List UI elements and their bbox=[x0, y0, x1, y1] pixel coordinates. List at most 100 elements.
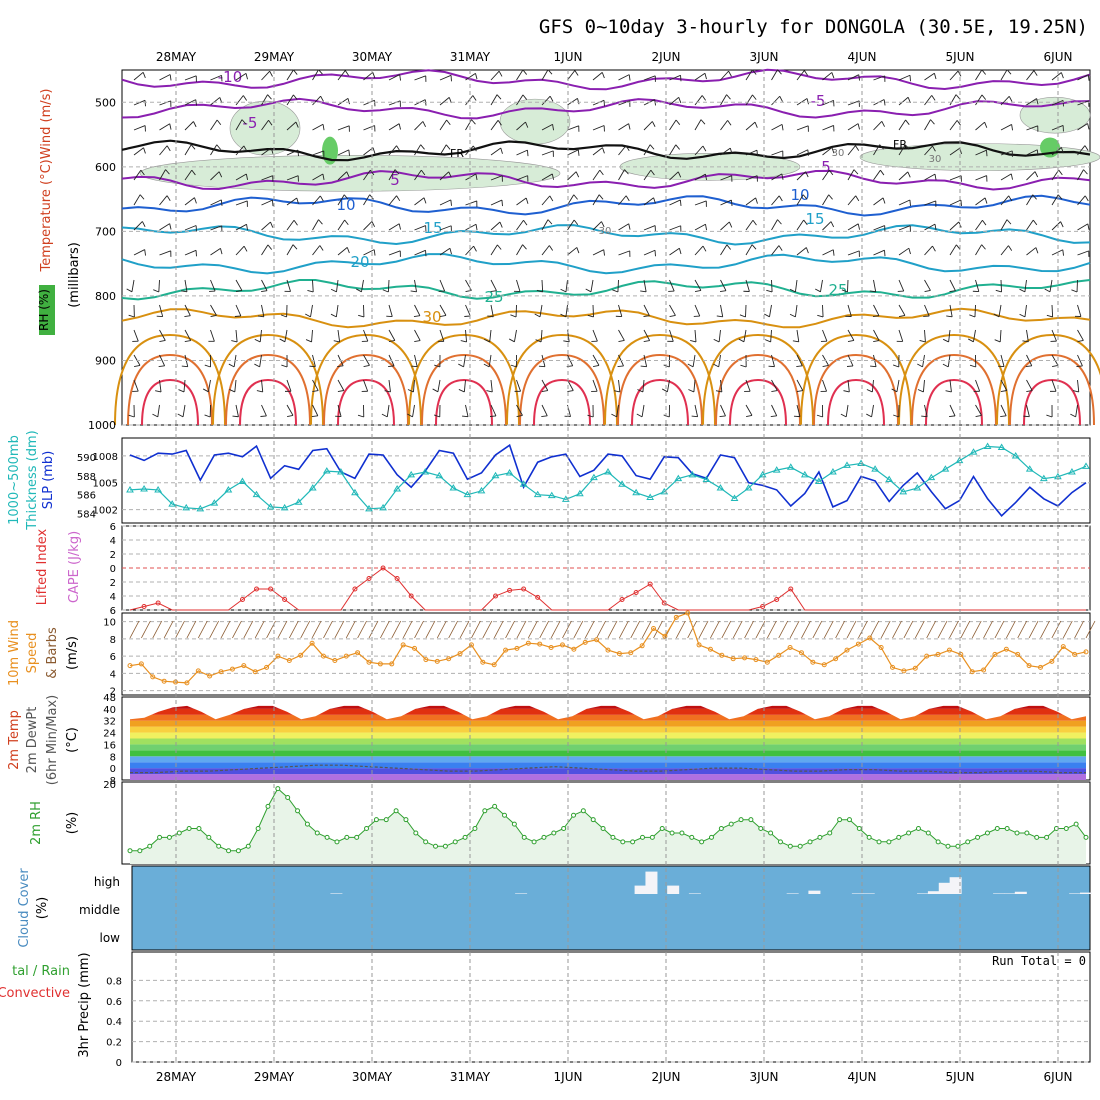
wind-barb bbox=[210, 119, 218, 131]
wind-barb bbox=[261, 404, 267, 417]
wind-barb bbox=[159, 329, 166, 341]
wind10-marker bbox=[662, 633, 668, 639]
rh2m-marker bbox=[561, 826, 567, 832]
wind-barb-flag bbox=[934, 174, 937, 181]
wind-barb-flag bbox=[218, 171, 223, 178]
cloud-bar-high bbox=[993, 893, 1006, 894]
wind-barb-flag bbox=[1084, 145, 1089, 151]
wind-barb bbox=[414, 249, 426, 256]
wind-barb-flag bbox=[281, 364, 288, 368]
wind-barb-flag bbox=[535, 339, 542, 343]
wind-barb-flag bbox=[598, 194, 604, 200]
wind-barb-flag bbox=[713, 363, 719, 368]
wind-barb-flag bbox=[516, 414, 523, 417]
wind-barb bbox=[618, 123, 629, 131]
wind-barb bbox=[1077, 123, 1088, 131]
wind-barb bbox=[490, 304, 494, 317]
wind-barb-flag bbox=[691, 415, 698, 418]
rh2m-marker bbox=[521, 834, 527, 840]
thickness-marker bbox=[477, 486, 486, 494]
wind-barb bbox=[796, 125, 809, 131]
wind-barb-flag bbox=[984, 197, 988, 204]
wind10-barb bbox=[493, 620, 504, 639]
wind-barb-flag bbox=[522, 94, 528, 100]
wind-barb bbox=[771, 95, 781, 106]
wind10-barb bbox=[209, 620, 220, 639]
wind-barb bbox=[516, 197, 527, 206]
contour-label: 25 bbox=[484, 288, 503, 306]
wind10-barb bbox=[880, 620, 891, 639]
wind-barb-flag bbox=[832, 249, 835, 256]
wind-barb-flag bbox=[347, 98, 350, 105]
wind-barb-flag bbox=[678, 248, 682, 255]
wind-barb bbox=[363, 194, 371, 206]
wind-barb-flag bbox=[462, 415, 469, 418]
wind-barb-flag bbox=[984, 122, 988, 128]
wind10-barb bbox=[368, 620, 379, 639]
wind-barb-flag bbox=[184, 340, 191, 342]
wind-barb-flag bbox=[279, 338, 286, 343]
temp2m-ytick: 48 bbox=[103, 693, 116, 704]
wind10-barb bbox=[527, 620, 538, 639]
thickness-marker bbox=[800, 470, 809, 478]
thickness-marker bbox=[575, 489, 584, 497]
wind-barb-flag bbox=[234, 315, 241, 317]
wind-barb bbox=[133, 379, 139, 392]
wind-barb bbox=[133, 221, 143, 231]
surface-isotherm bbox=[631, 378, 689, 426]
wind10-marker bbox=[355, 650, 361, 656]
isotherm-line bbox=[121, 169, 1091, 191]
wind-barb bbox=[490, 379, 493, 392]
wind-barb bbox=[949, 404, 956, 417]
wind10-barb bbox=[345, 620, 356, 639]
wind-barb-flag bbox=[956, 120, 961, 126]
date-label-bottom: 4JUN bbox=[848, 1070, 877, 1084]
wind-barb bbox=[261, 221, 271, 231]
wind-barb-flag bbox=[245, 173, 248, 180]
date-label-bottom: 6JUN bbox=[1044, 1070, 1073, 1084]
li-ytick: 2 bbox=[110, 550, 116, 561]
wind-barb bbox=[618, 169, 625, 181]
wind-barb bbox=[694, 329, 697, 342]
wind-barb-flag bbox=[330, 313, 337, 318]
wind-barb bbox=[235, 145, 245, 156]
wind-barb bbox=[210, 144, 218, 156]
cloud-bar-high bbox=[927, 891, 940, 894]
wind-barb bbox=[822, 99, 834, 106]
wind-barb-flag bbox=[831, 72, 835, 79]
temp2m-ytick: 8 bbox=[110, 776, 116, 787]
wind10-marker bbox=[332, 657, 338, 663]
wind-barb-flag bbox=[574, 70, 579, 76]
wind-barb-flag bbox=[1072, 390, 1079, 393]
wind-barb bbox=[898, 74, 911, 81]
wind10-marker bbox=[423, 657, 429, 663]
date-label-top: 6JUN bbox=[1044, 50, 1073, 64]
wind-barb-flag bbox=[779, 96, 783, 102]
wind-barb bbox=[592, 354, 600, 366]
wind-barb bbox=[975, 197, 986, 206]
wind-barb bbox=[666, 379, 670, 392]
wind-barb bbox=[592, 194, 600, 206]
wind10-marker bbox=[457, 651, 463, 657]
thickness-marker bbox=[351, 488, 359, 496]
wind-barb-flag bbox=[257, 315, 264, 318]
wind-barb bbox=[388, 223, 400, 231]
wind-barb-flag bbox=[344, 219, 349, 226]
rh2m-marker bbox=[639, 834, 645, 840]
wind-barb-flag bbox=[190, 144, 196, 150]
wind-barb-flag bbox=[981, 69, 987, 75]
rh2m-marker bbox=[235, 848, 241, 854]
rh2m-marker bbox=[255, 826, 261, 832]
wind-barb bbox=[948, 329, 951, 342]
cape-axis-label: CAPE (J/kg) bbox=[67, 531, 82, 603]
wind10-marker bbox=[150, 674, 156, 680]
wind-barb bbox=[720, 379, 723, 392]
wind-barb bbox=[259, 354, 262, 367]
wind-barb bbox=[796, 98, 808, 106]
wind-barb-flag bbox=[337, 365, 344, 367]
wind-barb-flag bbox=[869, 290, 876, 293]
wind-barb-flag bbox=[458, 363, 464, 368]
wind-barb bbox=[847, 304, 852, 317]
temp-band bbox=[130, 705, 1086, 709]
wind10-marker bbox=[241, 663, 247, 669]
